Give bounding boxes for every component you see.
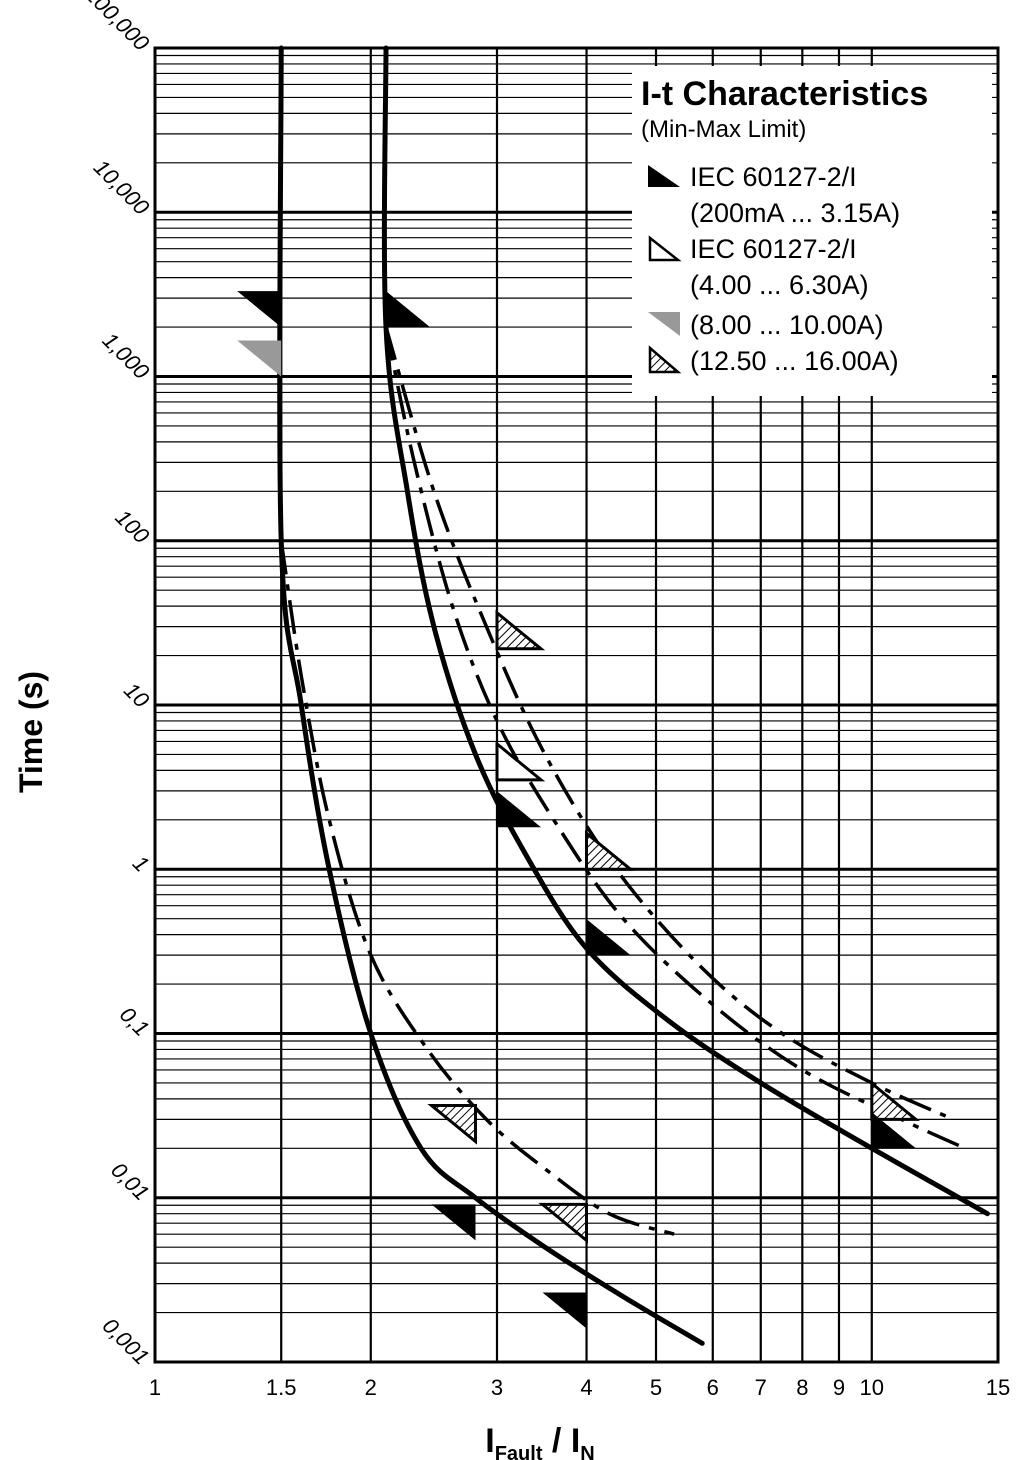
legend-marker-open: [648, 235, 682, 262]
x-axis-title-sub-fault: Fault: [495, 1443, 543, 1460]
legend-item-2-line1: IEC 60127-2/I: [690, 234, 857, 264]
y-tick-label: 10,000: [89, 155, 155, 221]
marker-filled-triangle: [386, 291, 430, 328]
marker-filled-triangle: [237, 291, 282, 328]
y-tick-label: 0,01: [106, 1157, 154, 1205]
x-axis-title-sep: / I: [542, 1422, 580, 1460]
x-tick-label: 7: [755, 1375, 767, 1400]
legend-item-1: IEC 60127-2/I (200mA ... 3.15A): [648, 162, 900, 228]
legend-item-3-line1: (8.00 ... 10.00A): [690, 310, 884, 340]
series-4-dashed-line: [384, 326, 966, 1150]
series-5-dashed-line: [384, 326, 955, 1121]
marker-filled-triangle: [431, 1204, 476, 1241]
series-1-solid-line: [277, 45, 705, 1346]
plot-frame: [153, 46, 1000, 1364]
markers: [237, 291, 921, 1329]
y-tick-labels: 0,001 0,01 0,1 1 10 100 1,000 10,000 100,000: [80, 0, 154, 1370]
x-axis-title-sub-n: N: [580, 1443, 594, 1460]
x-tick-label: 5: [650, 1375, 662, 1400]
series-3-solid-line: [381, 45, 990, 1217]
x-axis-title-i: I: [485, 1422, 494, 1460]
y-axis-title: Time (s): [13, 671, 49, 793]
marker-filled-triangle: [542, 1292, 587, 1329]
x-tick-label: 10: [860, 1375, 884, 1400]
legend-item-4-line1: (12.50 ... 16.00A): [690, 346, 899, 376]
x-tick-label: 1.5: [266, 1375, 297, 1400]
legend-marker-filled: [648, 165, 680, 187]
y-tick-label: 0,001: [98, 1313, 155, 1370]
legend-item-2-line2: (4.00 ... 6.30A): [690, 270, 869, 300]
marker-open-triangle: [495, 740, 546, 782]
legend-item-1-line2: (200mA ... 3.15A): [690, 198, 900, 228]
y-tick-label: 1: [128, 850, 154, 876]
marker-filled-triangle: [871, 1112, 916, 1149]
legend-item-3: (8.00 ... 10.00A): [648, 310, 884, 340]
y-tick-label: 100: [111, 505, 155, 549]
legend-box: [632, 66, 992, 396]
legend-item-4: (12.50 ... 16.00A): [648, 345, 899, 376]
legend-item-1-line1: IEC 60127-2/I: [690, 162, 857, 192]
marker-filled-triangle: [497, 791, 541, 828]
legend-subtitle: (Min-Max Limit): [641, 116, 806, 143]
x-tick-label: 8: [796, 1375, 808, 1400]
x-tick-label: 1: [149, 1375, 161, 1400]
x-tick-label: 2: [365, 1375, 377, 1400]
x-tick-label: 3: [491, 1375, 503, 1400]
x-tick-label: 4: [580, 1375, 592, 1400]
legend-marker-gray: [648, 312, 680, 336]
x-axis-title: IFault / IN: [485, 1422, 594, 1460]
x-tick-label: 9: [833, 1375, 845, 1400]
marker-hatched-triangle: [870, 1080, 921, 1121]
marker-gray-triangle: [237, 340, 282, 377]
legend-title: I-t Characteristics: [641, 75, 928, 113]
series-2-dashed-line: [279, 540, 675, 1236]
x-tick-labels: 1 1.5 2 3 4 5 6 7 8 9 10 15: [149, 1375, 1010, 1400]
y-tick-label: 100,000: [80, 0, 154, 56]
legend-item-2: IEC 60127-2/I (4.00 ... 6.30A): [648, 234, 869, 300]
marker-hatched-triangle: [585, 830, 635, 871]
marker-hatched-triangle: [495, 609, 546, 651]
x-tick-label: 6: [707, 1375, 719, 1400]
y-tick-label: 1,000: [98, 327, 155, 384]
x-tick-label: 15: [986, 1375, 1010, 1400]
marker-hatched-triangle: [427, 1104, 477, 1145]
legend-marker-hatched: [648, 345, 682, 374]
y-tick-label: 0,1: [115, 1002, 154, 1041]
marker-filled-triangle: [586, 919, 631, 956]
marker-hatched-triangle: [538, 1202, 588, 1244]
y-tick-label: 10: [119, 678, 155, 714]
legend: I-t Characteristics (Min-Max Limit) IEC …: [632, 66, 992, 396]
